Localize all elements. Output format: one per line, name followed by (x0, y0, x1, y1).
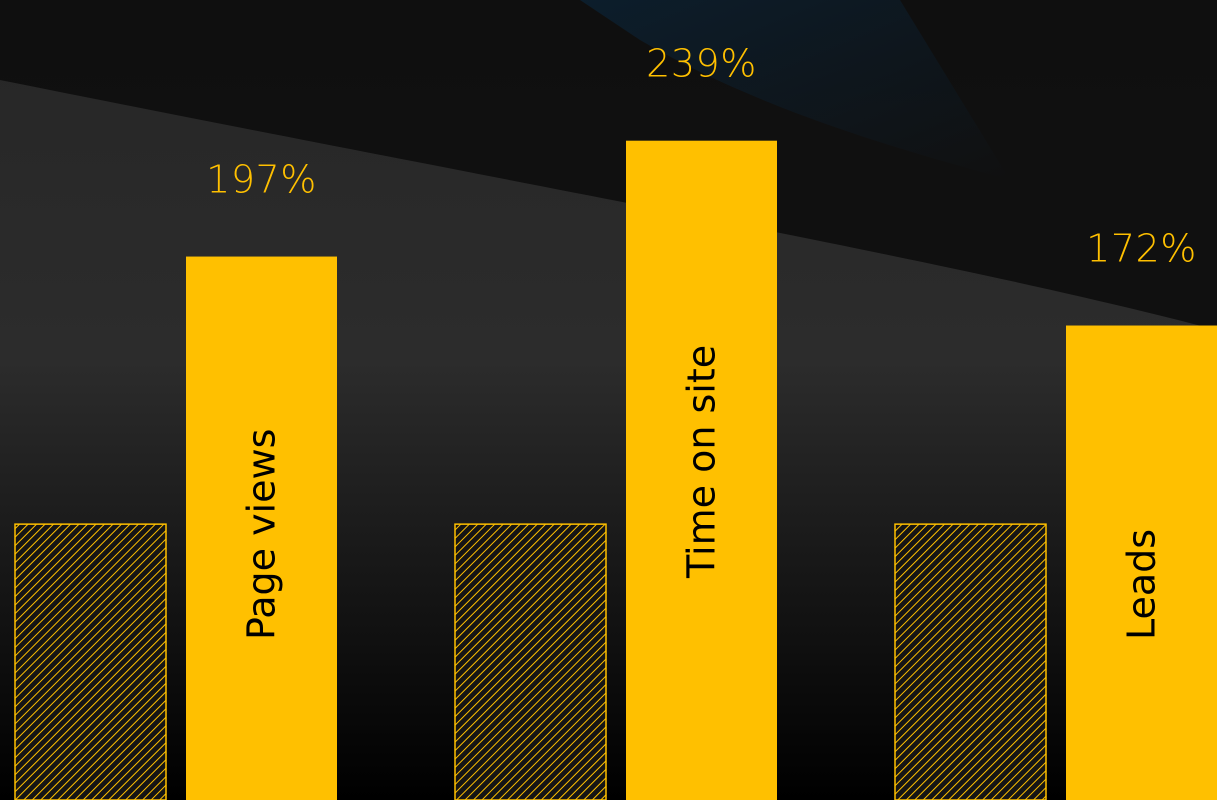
bar-baseline-2 (454, 523, 607, 800)
category-label-2: Time on site (680, 345, 724, 579)
value-label-1: 197% (206, 158, 317, 202)
value-label-3: 172% (1086, 227, 1197, 271)
bar-value-2 (626, 140, 777, 800)
category-label-3: Leads (1120, 529, 1164, 640)
chart-marks: 197% Page views 239% Time on site 172% Leads (14, 42, 1217, 800)
bar-value-3 (1066, 325, 1217, 800)
bar-value-1 (186, 256, 337, 800)
bar-baseline-3 (894, 523, 1047, 800)
bar-baseline-1 (14, 523, 167, 800)
background-blue-glow (580, 0, 1010, 180)
value-label-2: 239% (646, 42, 757, 86)
category-label-1: Page views (240, 429, 284, 640)
